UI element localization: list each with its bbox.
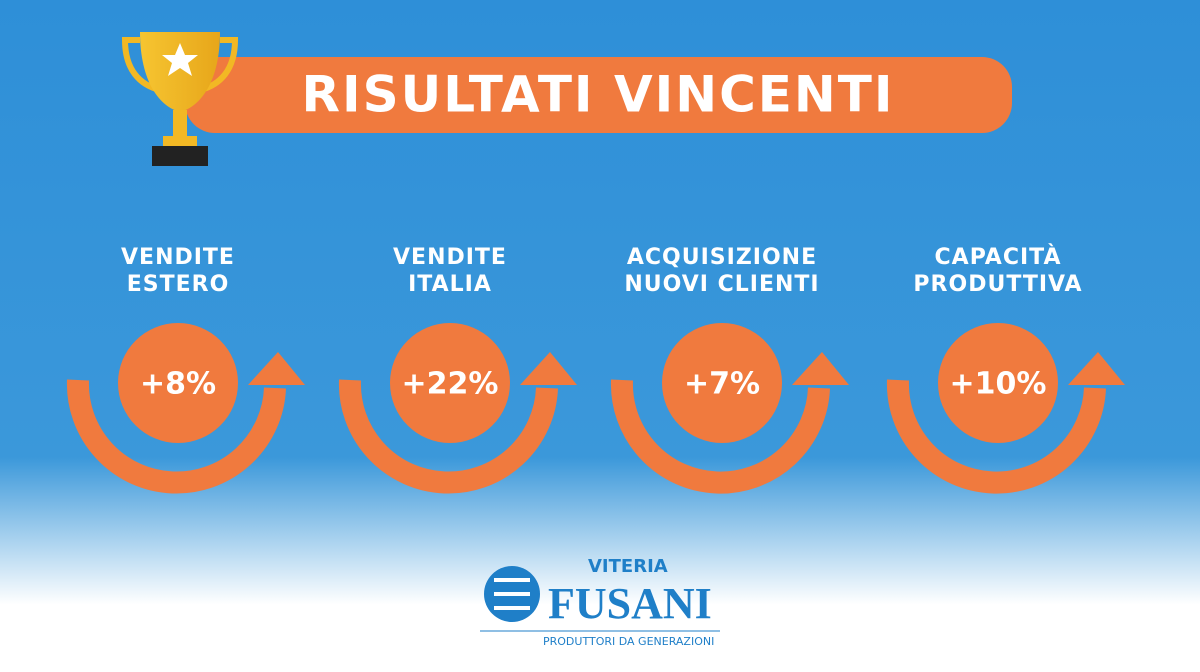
growth-arc — [66, 379, 286, 494]
title: RISULTATI VINCENTI — [301, 66, 894, 124]
item-label: VENDITE — [393, 245, 507, 270]
value-circle — [662, 323, 782, 443]
item-label: ESTERO — [127, 272, 230, 297]
logo-tagline: PRODUTTORI DA GENERAZIONI — [543, 635, 714, 648]
title-banner — [185, 57, 1012, 133]
value-circle — [390, 323, 510, 443]
growth-arrow — [1068, 352, 1125, 385]
item-label: ACQUISIZIONE — [627, 245, 817, 270]
item-value: +8% — [140, 367, 216, 402]
item-value: +22% — [402, 367, 499, 402]
item-label: PRODUTTIVA — [913, 272, 1082, 297]
logo-name: FUSANI — [548, 579, 712, 628]
logo-top: VITERIA — [588, 556, 668, 577]
item-value: +7% — [684, 367, 760, 402]
item-label: NUOVI CLIENTI — [624, 272, 819, 297]
growth-arrow — [792, 352, 849, 385]
item-label: CAPACITÀ — [935, 244, 1062, 270]
growth-arrow — [520, 352, 577, 385]
value-circle — [938, 323, 1058, 443]
growth-arc — [610, 379, 830, 494]
logo: VITERIA FUSANI PRODUTTORI DA GENERAZIONI — [480, 556, 720, 648]
value-circle — [118, 323, 238, 443]
item-label: VENDITE — [121, 245, 235, 270]
item-label: ITALIA — [408, 272, 492, 297]
trophy — [121, 32, 239, 166]
growth-arc — [886, 379, 1106, 494]
growth-arrow — [248, 352, 305, 385]
item-value: +10% — [950, 367, 1047, 402]
growth-arc — [338, 379, 558, 494]
